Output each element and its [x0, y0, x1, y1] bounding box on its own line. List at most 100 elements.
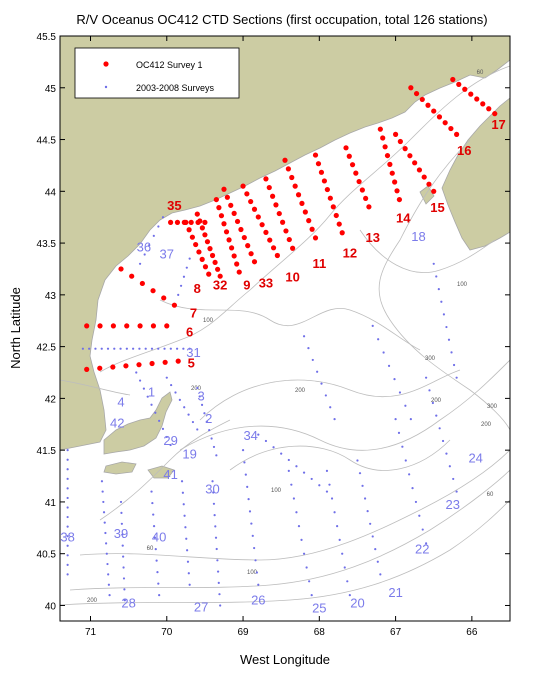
survey1-station-point	[110, 364, 116, 370]
survey1-station-point	[183, 219, 189, 225]
survey1-station-point	[137, 323, 143, 329]
historic-station-point	[246, 485, 249, 488]
survey1-section-label: 7	[190, 306, 197, 321]
historic-station-point	[356, 459, 359, 462]
mainland-new-england	[60, 36, 510, 451]
survey1-station-point	[234, 261, 240, 267]
historic-station-point	[447, 338, 451, 341]
historic-station-point	[106, 562, 109, 566]
contour-line	[69, 469, 510, 591]
x-tick-label: 66	[466, 627, 478, 638]
historic-station-point	[216, 559, 219, 562]
legend-survey1-label: OC412 Survey 1	[136, 60, 203, 70]
historic-station-point	[394, 417, 397, 421]
historic-station-point	[333, 417, 336, 421]
historic-station-point	[404, 459, 407, 462]
survey1-station-point	[174, 219, 181, 225]
survey1-station-point	[234, 218, 241, 225]
historic-station-point	[455, 376, 458, 379]
historic-station-point	[257, 583, 260, 586]
survey1-station-point	[283, 228, 289, 234]
contour-depth-label: 200	[431, 398, 442, 404]
historic-section-label: 39	[114, 526, 128, 541]
historic-station-point	[346, 580, 349, 583]
historic-section-label: 34	[243, 428, 257, 443]
survey1-station-point	[150, 323, 157, 329]
historic-stations	[66, 216, 458, 607]
survey1-station-point	[263, 229, 269, 235]
survey1-section-label: 32	[213, 278, 227, 293]
historic-station-point	[212, 491, 215, 494]
historic-station-point	[150, 403, 153, 406]
historic-station-point	[330, 497, 334, 500]
legend-box	[74, 47, 240, 99]
x-axis-label: West Longitude	[240, 652, 330, 667]
historic-station-point	[66, 506, 69, 509]
contour-line	[359, 229, 496, 273]
survey1-section-label: 10	[285, 269, 299, 284]
historic-station-point	[292, 497, 295, 500]
historic-station-point	[66, 477, 69, 480]
survey1-station-point	[202, 232, 208, 238]
x-tick-label: 67	[390, 627, 402, 638]
historic-station-point	[66, 487, 69, 490]
survey1-station-point	[421, 174, 427, 180]
survey1-station-point	[436, 114, 443, 120]
historic-station-point	[102, 500, 105, 504]
historic-station-point	[100, 347, 103, 350]
survey1-station-point	[193, 241, 199, 248]
historic-station-point	[122, 555, 125, 558]
historic-station-point	[264, 439, 268, 443]
survey1-station-point	[282, 157, 288, 163]
survey1-section-label: 9	[243, 278, 250, 293]
historic-section-label: 23	[446, 497, 460, 512]
historic-station-point	[218, 593, 221, 596]
historic-station-point	[152, 524, 156, 528]
historic-station-point	[325, 469, 329, 472]
historic-station-point	[153, 536, 157, 539]
survey1-section-label: 17	[491, 117, 505, 132]
survey1-station-point	[223, 229, 230, 235]
historic-station-point	[324, 394, 327, 397]
survey1-section-label: 5	[188, 355, 195, 370]
historic-station-point	[152, 513, 155, 516]
survey1-station-point	[289, 174, 295, 181]
historic-station-point	[158, 594, 161, 597]
historic-station-point	[307, 346, 310, 350]
historic-station-point	[122, 577, 126, 580]
survey1-station-point	[199, 256, 205, 262]
contour-depth-label: 200	[87, 598, 98, 604]
historic-station-point	[188, 583, 191, 586]
historic-station-point	[376, 560, 379, 563]
survey1-station-point	[194, 211, 200, 217]
historic-station-point	[119, 500, 123, 504]
survey1-station-point	[110, 323, 116, 329]
historic-section-label: 41	[163, 467, 177, 482]
survey1-station-point	[402, 145, 408, 152]
survey1-station-point	[216, 205, 222, 211]
historic-station-point	[329, 406, 332, 409]
survey1-station-point	[270, 245, 277, 251]
historic-station-point	[348, 594, 351, 597]
historic-station-point	[435, 275, 438, 278]
survey1-station-point	[382, 144, 388, 150]
contour-depth-label: 100	[271, 488, 282, 494]
survey1-station-point	[431, 108, 437, 114]
survey1-station-point	[202, 264, 209, 270]
historic-station-point	[170, 383, 173, 387]
survey1-station-point	[454, 131, 460, 137]
historic-station-point	[320, 382, 323, 385]
historic-station-point	[113, 347, 116, 350]
survey1-station-point	[416, 167, 423, 173]
survey1-station-point	[419, 96, 425, 103]
historic-station-point	[215, 547, 218, 551]
historic-station-point	[152, 234, 155, 237]
historic-station-point	[437, 287, 440, 291]
historic-station-point	[316, 370, 319, 373]
survey1-station-point	[207, 246, 213, 252]
survey1-station-point	[259, 222, 265, 228]
survey1-station-point	[231, 210, 237, 216]
historic-station-point	[287, 469, 290, 472]
survey1-station-point	[346, 153, 352, 159]
historic-station-point	[247, 498, 250, 501]
